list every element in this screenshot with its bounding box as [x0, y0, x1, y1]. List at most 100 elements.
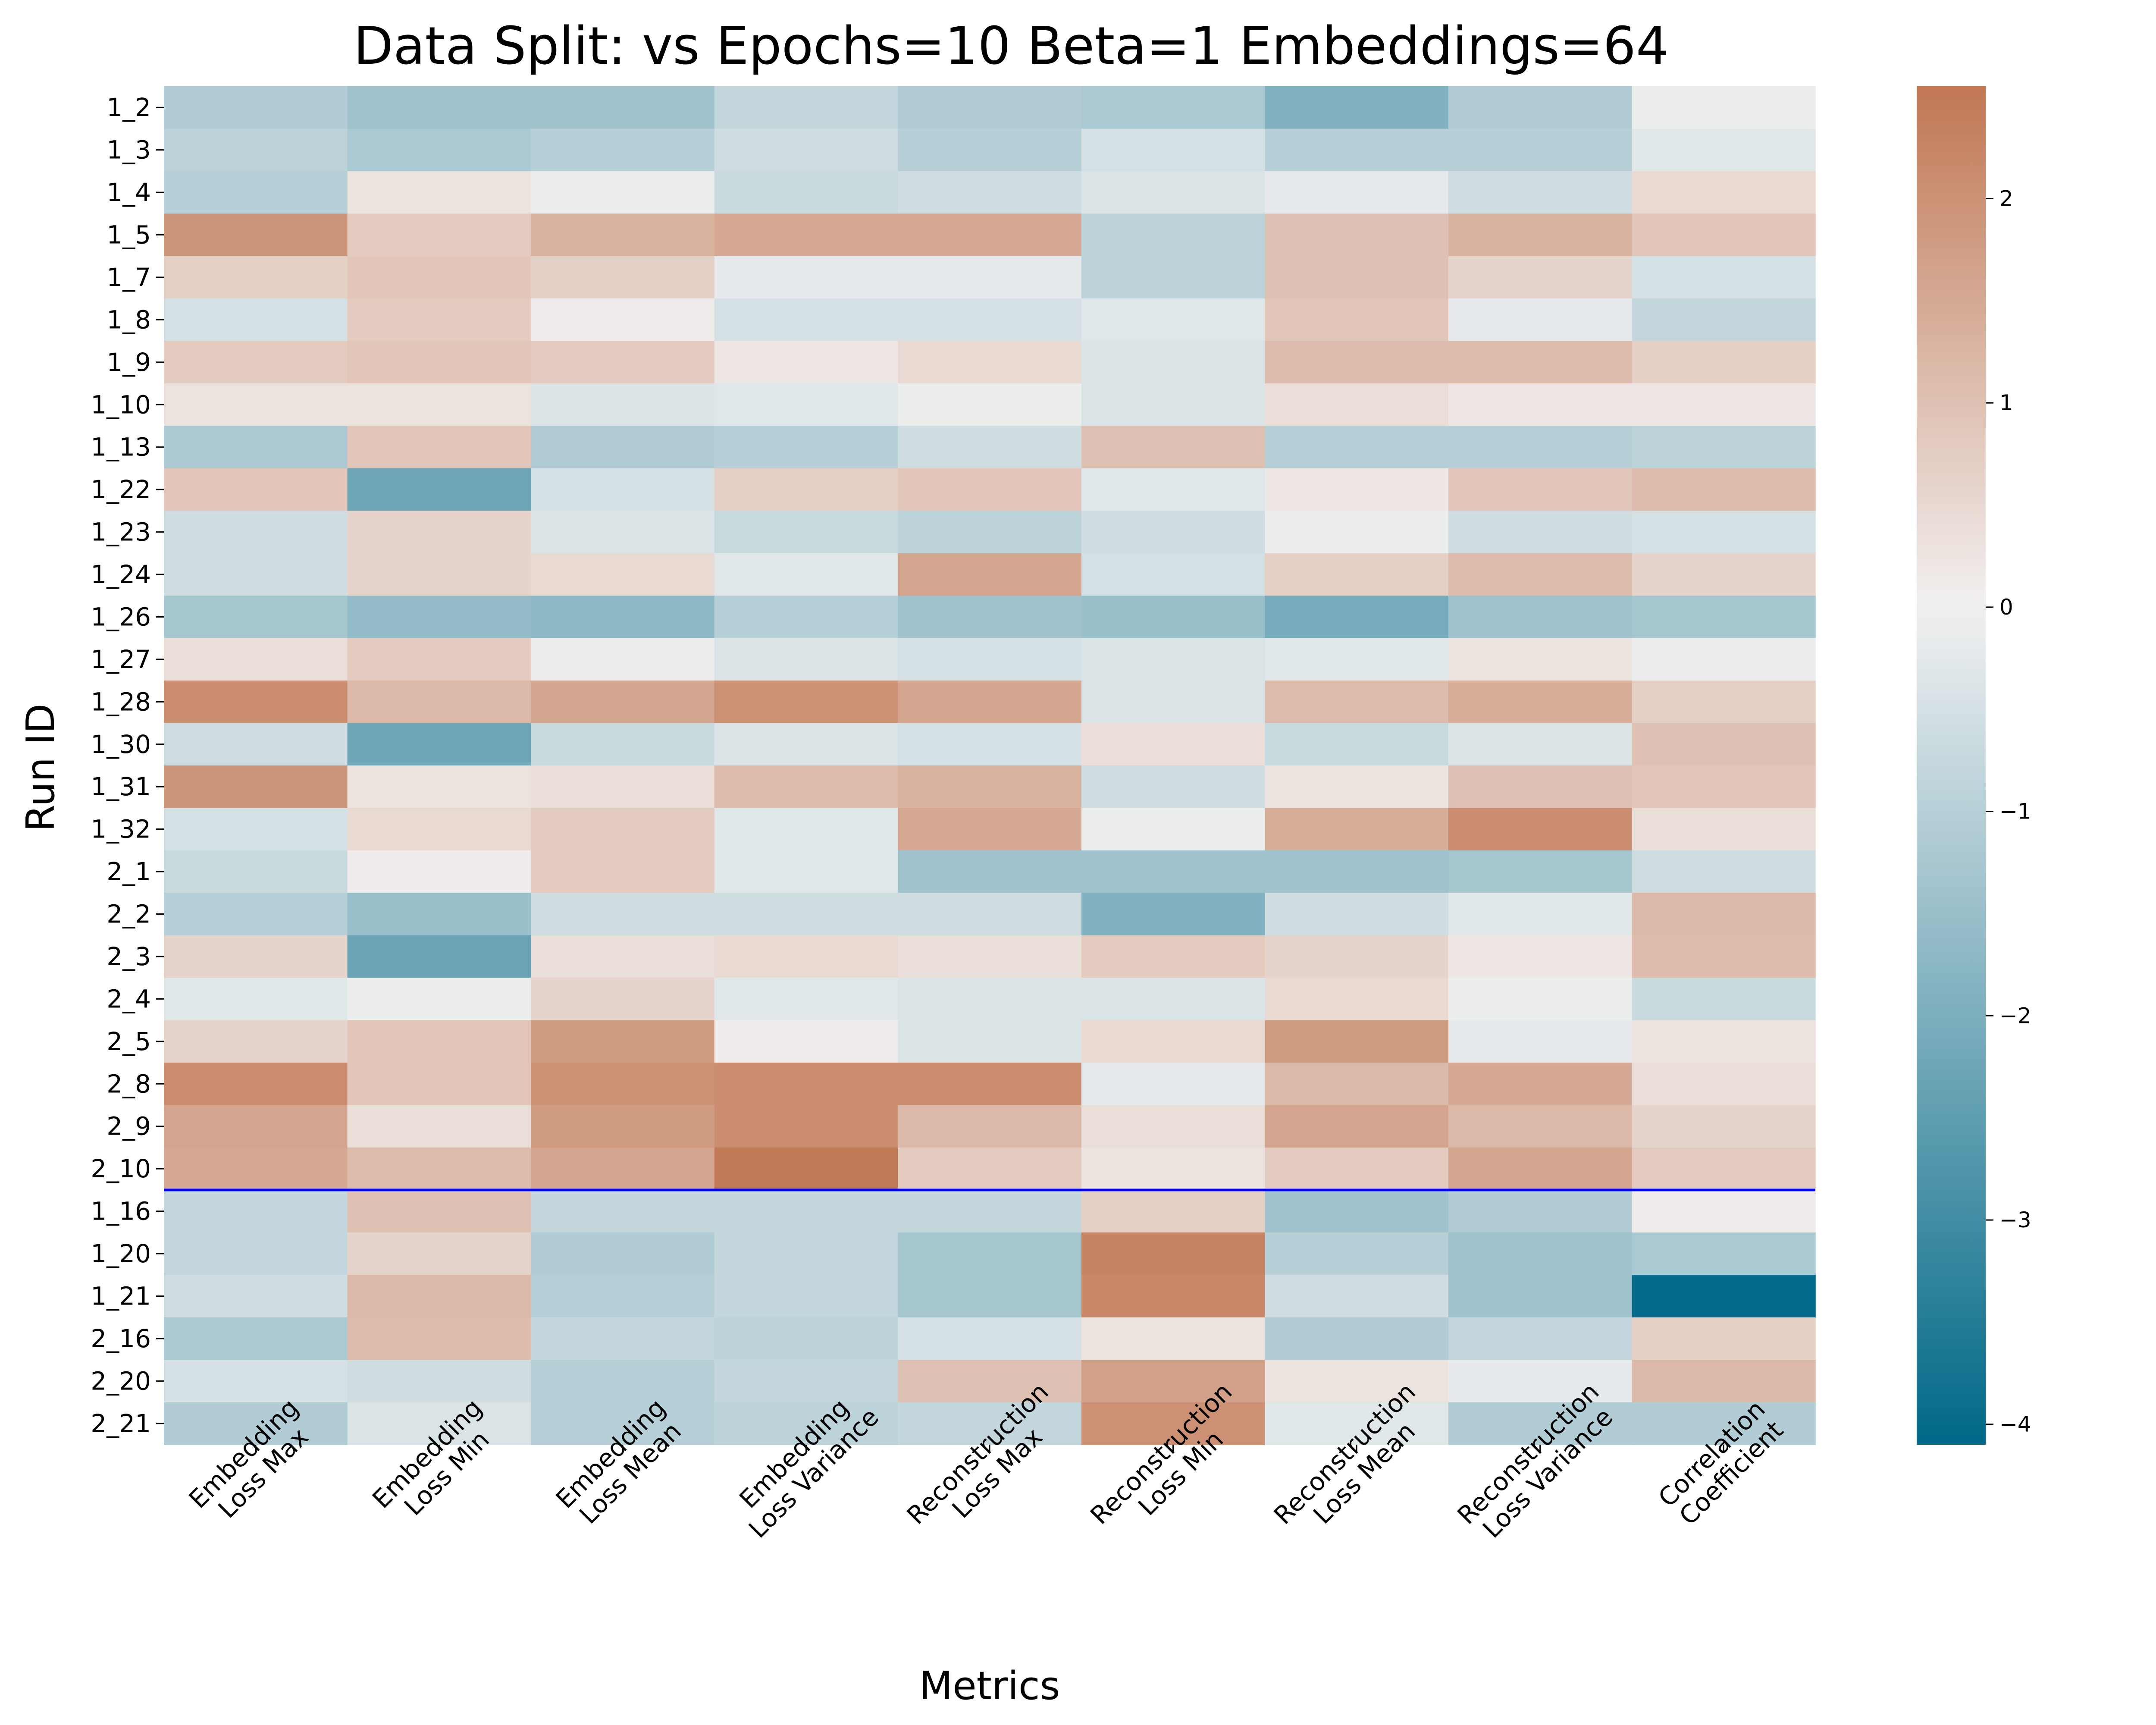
y-axis-label: Run ID [18, 703, 63, 831]
colorbar-tick-label: −1 [1999, 799, 2031, 824]
cell-1-23-reconstruction-loss-mean [1265, 511, 1449, 554]
cell-2-20-embedding-loss-variance [714, 1360, 899, 1403]
cell-1-2-embedding-loss-max [164, 86, 348, 129]
cell-1-22-embedding-loss-max [164, 468, 348, 511]
cell-1-16-embedding-loss-min [347, 1190, 531, 1233]
cell-1-8-reconstruction-loss-variance [1448, 298, 1633, 342]
cell-2-10-correlation-coefficient [1632, 1147, 1816, 1191]
cell-1-26-reconstruction-loss-mean [1265, 596, 1449, 639]
cell-1-4-correlation-coefficient [1632, 171, 1816, 214]
cell-1-30-reconstruction-loss-variance [1448, 723, 1633, 766]
y-tick-label-1-24: 1_24 [91, 560, 151, 589]
cell-1-30-embedding-loss-mean [531, 723, 715, 766]
cell-1-7-embedding-loss-max [164, 256, 348, 299]
cell-1-3-reconstruction-loss-variance [1448, 129, 1633, 172]
cell-1-30-embedding-loss-max [164, 723, 348, 766]
cell-1-30-embedding-loss-variance [714, 723, 899, 766]
cell-2-21-reconstruction-loss-max [898, 1402, 1082, 1445]
cell-1-2-reconstruction-loss-mean [1265, 86, 1449, 129]
cell-2-8-reconstruction-loss-min [1081, 1063, 1266, 1106]
cell-2-20-reconstruction-loss-max [898, 1360, 1082, 1403]
cell-1-3-embedding-loss-min [347, 129, 531, 172]
cell-2-1-embedding-loss-max [164, 850, 348, 894]
cell-1-5-reconstruction-loss-max [898, 213, 1082, 257]
cell-1-16-reconstruction-loss-mean [1265, 1190, 1449, 1233]
cell-2-8-correlation-coefficient [1632, 1063, 1816, 1106]
y-tick-label-2-1: 2_1 [107, 857, 151, 886]
cell-1-10-reconstruction-loss-max [898, 383, 1082, 427]
cell-1-16-reconstruction-loss-variance [1448, 1190, 1633, 1233]
cell-1-8-embedding-loss-max [164, 298, 348, 342]
cell-1-22-reconstruction-loss-min [1081, 468, 1266, 511]
cell-2-20-embedding-loss-min [347, 1360, 531, 1403]
cell-1-2-embedding-loss-mean [531, 86, 715, 129]
cell-2-4-embedding-loss-mean [531, 978, 715, 1021]
cell-1-4-embedding-loss-mean [531, 171, 715, 214]
cell-1-32-correlation-coefficient [1632, 808, 1816, 851]
cell-2-3-embedding-loss-variance [714, 935, 899, 978]
cell-1-13-embedding-loss-max [164, 426, 348, 469]
cell-2-21-reconstruction-loss-mean [1265, 1402, 1449, 1445]
cell-2-21-correlation-coefficient [1632, 1402, 1816, 1445]
cell-2-10-embedding-loss-mean [531, 1147, 715, 1191]
y-tick-label-1-26: 1_26 [91, 602, 151, 631]
cell-1-24-embedding-loss-mean [531, 553, 715, 596]
cell-1-2-embedding-loss-min [347, 86, 531, 129]
cell-1-10-embedding-loss-min [347, 383, 531, 427]
cell-2-8-reconstruction-loss-mean [1265, 1063, 1449, 1106]
colorbar-tick-label: −2 [1999, 1003, 2031, 1028]
cell-1-5-reconstruction-loss-variance [1448, 213, 1633, 257]
cell-2-20-reconstruction-loss-mean [1265, 1360, 1449, 1403]
cell-1-31-embedding-loss-max [164, 765, 348, 809]
cell-1-28-embedding-loss-min [347, 681, 531, 724]
cell-2-2-reconstruction-loss-max [898, 893, 1082, 936]
cell-2-8-embedding-loss-max [164, 1063, 348, 1106]
cell-1-7-reconstruction-loss-max [898, 256, 1082, 299]
y-tick-label-1-16: 1_16 [91, 1197, 151, 1226]
colorbar: −4 −3 −2 −1 0 1 2 [1917, 86, 2031, 1445]
chart-title: Data Split: vs Epochs=10 Beta=1 Embeddin… [354, 16, 1669, 76]
cell-1-26-embedding-loss-variance [714, 596, 899, 639]
cell-1-31-embedding-loss-mean [531, 765, 715, 809]
cell-1-26-reconstruction-loss-variance [1448, 596, 1633, 639]
cell-1-13-correlation-coefficient [1632, 426, 1816, 469]
cell-2-5-embedding-loss-min [347, 1020, 531, 1063]
cell-1-9-embedding-loss-max [164, 341, 348, 384]
colorbar-scale [1917, 86, 1986, 1445]
cell-1-21-embedding-loss-variance [714, 1275, 899, 1318]
y-tick-label-2-8: 2_8 [107, 1069, 151, 1098]
cell-1-24-embedding-loss-variance [714, 553, 899, 596]
cell-2-21-embedding-loss-variance [714, 1402, 899, 1445]
cell-1-31-embedding-loss-variance [714, 765, 899, 809]
cell-2-4-correlation-coefficient [1632, 978, 1816, 1021]
cell-1-28-correlation-coefficient [1632, 681, 1816, 724]
cell-2-1-reconstruction-loss-variance [1448, 850, 1633, 894]
cell-1-13-embedding-loss-variance [714, 426, 899, 469]
cell-1-26-embedding-loss-max [164, 596, 348, 639]
cell-1-28-reconstruction-loss-min [1081, 681, 1266, 724]
y-tick-label-1-4: 1_4 [107, 178, 151, 207]
cell-1-5-correlation-coefficient [1632, 213, 1816, 257]
cell-1-23-reconstruction-loss-max [898, 511, 1082, 554]
cell-2-3-reconstruction-loss-variance [1448, 935, 1633, 978]
cell-2-16-embedding-loss-min [347, 1317, 531, 1360]
cell-1-10-correlation-coefficient [1632, 383, 1816, 427]
cell-2-20-correlation-coefficient [1632, 1360, 1816, 1403]
cell-1-28-embedding-loss-max [164, 681, 348, 724]
cell-1-16-embedding-loss-mean [531, 1190, 715, 1233]
cell-2-5-reconstruction-loss-min [1081, 1020, 1266, 1063]
cell-1-20-embedding-loss-mean [531, 1232, 715, 1276]
cell-1-5-embedding-loss-variance [714, 213, 899, 257]
cell-1-4-reconstruction-loss-max [898, 171, 1082, 214]
cell-1-20-embedding-loss-min [347, 1232, 531, 1276]
cell-1-3-reconstruction-loss-min [1081, 129, 1266, 172]
cell-2-4-reconstruction-loss-min [1081, 978, 1266, 1021]
cell-2-2-reconstruction-loss-mean [1265, 893, 1449, 936]
cell-1-8-embedding-loss-mean [531, 298, 715, 342]
cell-2-20-embedding-loss-mean [531, 1360, 715, 1403]
cell-1-32-reconstruction-loss-max [898, 808, 1082, 851]
cell-1-13-embedding-loss-min [347, 426, 531, 469]
cell-1-30-reconstruction-loss-min [1081, 723, 1266, 766]
cell-1-32-embedding-loss-max [164, 808, 348, 851]
cell-2-2-correlation-coefficient [1632, 893, 1816, 936]
